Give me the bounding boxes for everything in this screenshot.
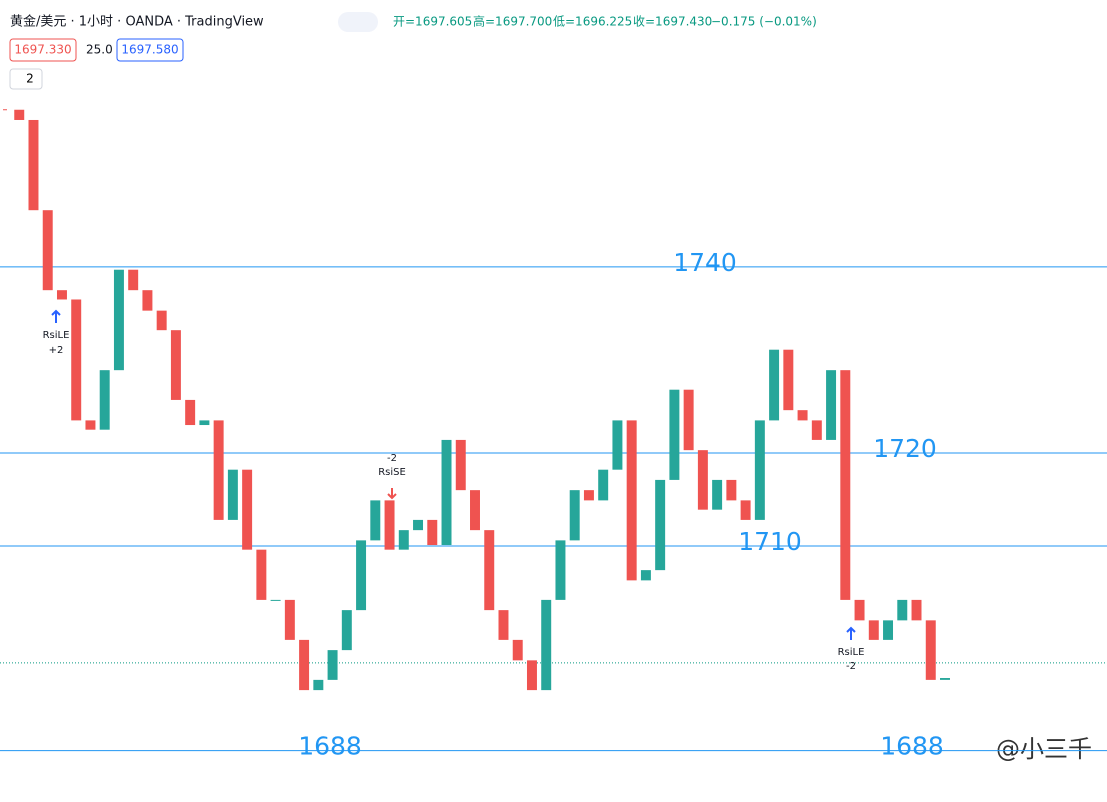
candle [327,650,338,680]
spread: 25.0 [86,43,113,57]
ohlc-close: 收=1697.430 [633,15,712,29]
trade-arrow [51,309,61,323]
candle [655,479,666,571]
candle [925,620,936,680]
candle [128,269,139,291]
candle [868,620,879,640]
candle [526,660,537,691]
candle [498,610,509,640]
candle [754,420,765,520]
candle [726,479,737,501]
candle [797,410,808,421]
candle [883,620,894,640]
candle [583,490,594,501]
candle [569,490,580,541]
candle [384,500,395,550]
level-label: 1710 [738,527,802,556]
candle [156,310,167,331]
trade-annotation: +2 [49,345,64,356]
level-label: 1740 [673,248,737,277]
candle [470,490,480,531]
candle [227,469,238,520]
candle [598,469,609,501]
indicators-toggle[interactable] [9,68,43,90]
level-label: 1688 [298,732,362,761]
candle [14,109,25,120]
ask-box[interactable] [116,38,184,62]
candle [413,519,424,531]
level-label: 1688 [880,732,944,761]
candle [541,599,552,691]
candle [256,549,267,600]
level-label: 1720 [873,434,937,463]
symbol[interactable]: 黄金/美元 · 1小时 · OANDA · TradingView [10,14,264,30]
candle [640,570,651,581]
candle [612,420,623,470]
candle [199,420,210,426]
candle [484,530,495,611]
candle [299,639,310,691]
candle [826,370,837,440]
candle [113,269,124,371]
ohlc-high: 高=1697.700 [473,14,552,29]
candle [712,479,723,510]
trade-annotation: RsiLE [43,330,70,341]
ask: 1697.580 [121,43,178,57]
trade-annotation: -2 [846,661,856,672]
trade-arrow [387,488,397,500]
candle [783,349,794,411]
candle [897,599,908,621]
candle [555,540,566,600]
candle [341,610,352,651]
candle [441,439,452,546]
candle [270,599,281,601]
candle [940,678,950,680]
candle [854,599,865,621]
trade-annotation: RsiSE [378,467,406,478]
candle [313,679,324,691]
candle [370,500,381,541]
ohlc-low: 低=1696.225 [553,15,632,29]
candle [213,420,224,520]
candle [626,420,637,581]
ohlc-open: 开=1697.605 [393,15,472,29]
candle [769,349,780,421]
candle [512,639,523,661]
candle [185,399,196,426]
candle [669,389,680,480]
ohlc-change: −0.175 (−0.01%) [711,15,817,29]
candle [56,290,67,300]
candle [28,119,39,211]
candle [170,330,181,400]
candle [99,370,110,430]
candle [683,389,694,451]
candle [85,420,96,430]
candle [811,420,822,440]
bid: 1697.330 [14,43,71,57]
indicators-count: 2 [26,72,34,86]
trade-arrow [846,626,856,640]
candle [427,519,438,546]
status-pill [338,12,378,32]
candle [242,469,253,550]
candle [398,530,409,550]
candle [284,599,295,640]
candle [911,599,922,621]
candle [840,370,851,600]
candle [697,450,708,510]
candle [42,210,53,291]
candle [740,500,751,520]
candle [142,290,153,311]
trade-annotation: -2 [387,453,397,464]
candle [455,439,466,491]
bid-box[interactable] [9,38,77,62]
watermark: @小三千 [996,735,1092,763]
candle [356,540,367,611]
trade-annotation: RsiLE [838,647,865,658]
candle [71,299,82,421]
